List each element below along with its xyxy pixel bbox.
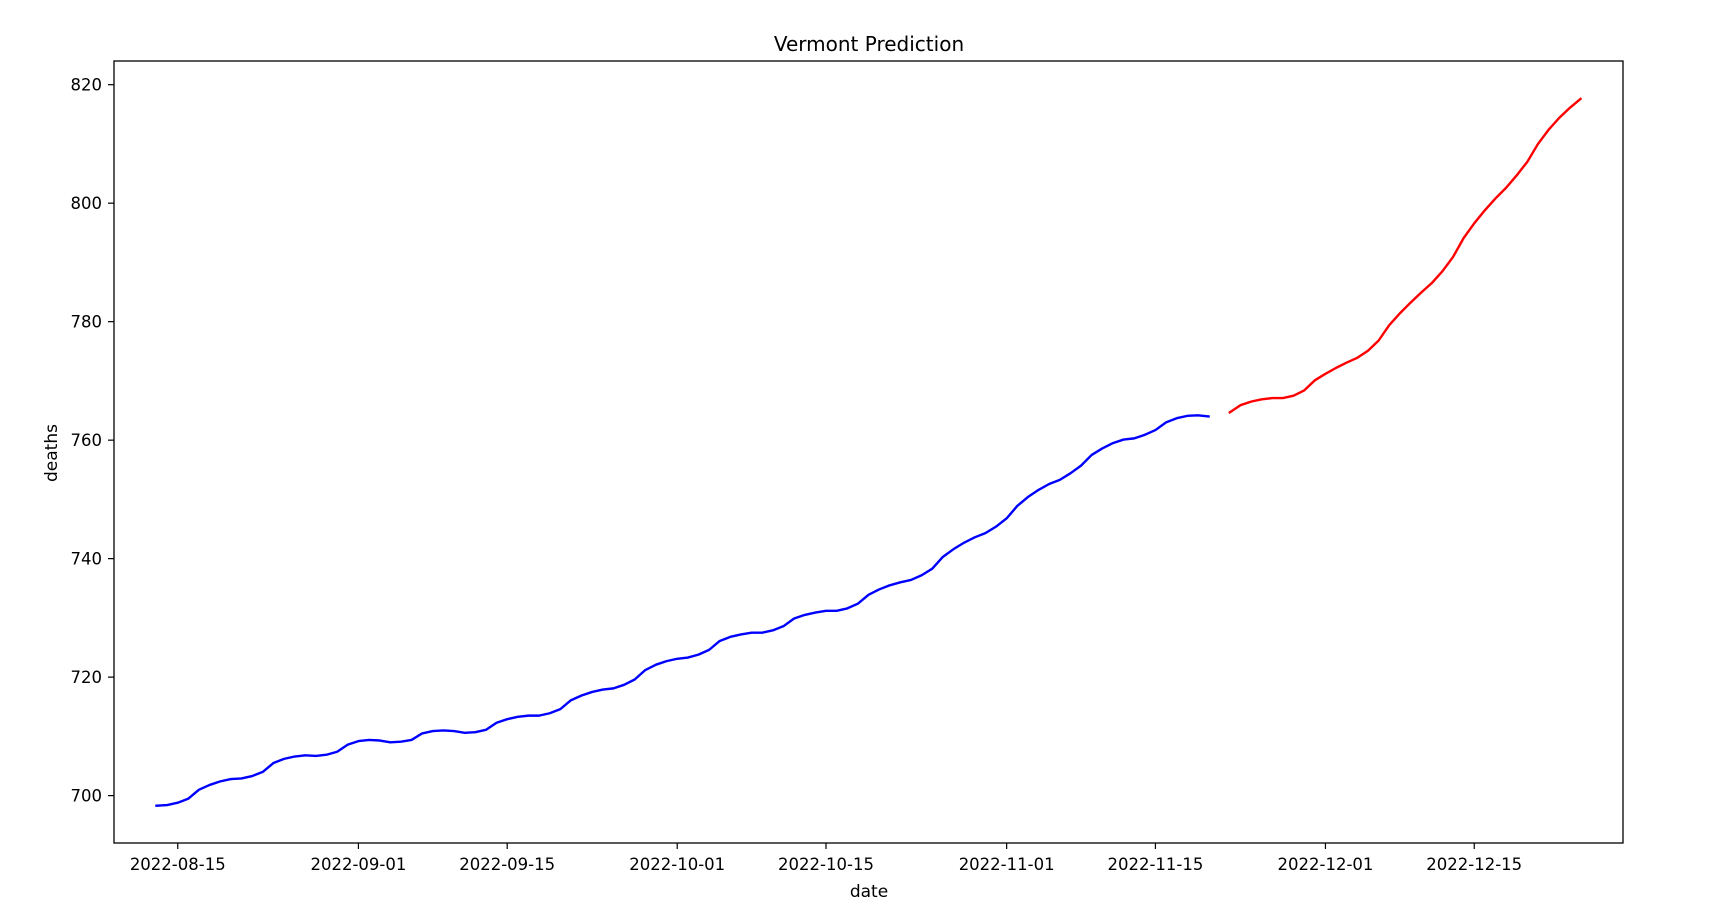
series-layer xyxy=(155,97,1583,807)
x-tick-label: 2022-11-01 xyxy=(959,855,1055,874)
y-tick-label: 740 xyxy=(71,550,103,569)
y-tick-label: 780 xyxy=(71,313,103,332)
y-axis-label: deaths xyxy=(42,424,62,482)
y-axis: 700 720 740 760 780 800 820 xyxy=(71,76,114,806)
x-tick-label: 2022-08-15 xyxy=(130,855,226,874)
x-tick-label: 2022-12-01 xyxy=(1278,855,1374,874)
x-tick-label: 2022-10-15 xyxy=(778,855,874,874)
x-tick-label: 2022-10-01 xyxy=(629,855,725,874)
y-tick-label: 700 xyxy=(71,787,103,806)
x-tick-label: 2022-11-15 xyxy=(1107,855,1203,874)
y-tick-label: 820 xyxy=(71,76,103,95)
chart-title: Vermont Prediction xyxy=(774,32,964,56)
x-axis: 2022-08-15 2022-09-01 2022-09-15 2022-10-01… xyxy=(130,843,1522,874)
x-tick-label: 2022-09-01 xyxy=(310,855,406,874)
x-tick-label: 2022-12-15 xyxy=(1426,855,1522,874)
y-tick-label: 800 xyxy=(71,194,103,213)
series-line-2 xyxy=(1228,97,1583,414)
y-tick-label: 720 xyxy=(71,668,103,687)
y-tick-label: 760 xyxy=(71,431,103,450)
x-tick-label: 2022-09-15 xyxy=(459,855,555,874)
series-line-1 xyxy=(155,414,1210,807)
x-axis-label: date xyxy=(850,882,888,902)
plot-frame xyxy=(113,60,1624,844)
